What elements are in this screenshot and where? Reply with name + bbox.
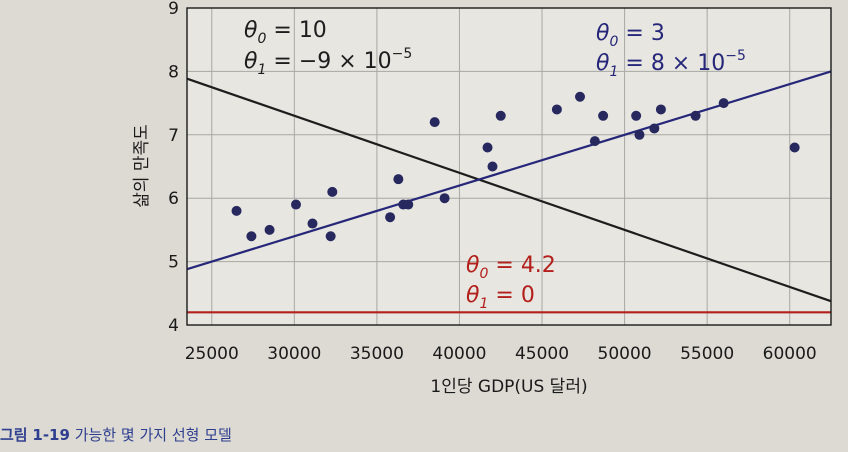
y-axis-label: 삶의 만족도 — [132, 124, 152, 208]
chart: 25000 30000 35000 40000 45000 50000 55000 60000… — [132, 0, 832, 397]
y-tick-label: 5 — [168, 253, 179, 273]
data-point — [789, 142, 800, 153]
data-point — [403, 199, 414, 210]
data-point — [429, 117, 440, 128]
caption-prefix: 그림 — [0, 426, 28, 444]
figure-caption: 그림 1-19 가능한 몇 가지 선형 모델 — [0, 424, 232, 445]
plot-frame — [186, 7, 832, 326]
x-tick-label: 40000 — [432, 344, 486, 364]
grid — [187, 8, 831, 325]
x-tick-label: 25000 — [185, 344, 239, 364]
data-point — [393, 174, 404, 185]
data-point — [634, 129, 645, 140]
data-point — [307, 218, 318, 229]
data-point — [482, 142, 493, 153]
x-tick-label: 30000 — [267, 344, 321, 364]
data-point — [439, 193, 450, 204]
model-1-theta1-exponent: −5 — [392, 46, 413, 62]
data-point — [264, 224, 275, 235]
data-point — [327, 186, 338, 197]
model-1-theta1-value: −9 × 10 — [299, 49, 392, 74]
data-point — [589, 136, 600, 147]
model-2-theta1-exponent: −5 — [725, 48, 746, 64]
y-tick-label: 4 — [168, 316, 179, 336]
model-1-theta0-label: θ0 = 10 — [244, 18, 327, 47]
y-axis-ticks: 4 5 6 7 8 9 — [168, 0, 179, 336]
model-3-theta0-label: θ0 = 4.2 — [466, 253, 556, 282]
x-axis-ticks: 25000 30000 35000 40000 45000 50000 55000 60000 — [185, 344, 817, 364]
model-line-1 — [186, 77, 832, 303]
data-point — [598, 110, 609, 121]
model-2-theta0-label: θ0 = 3 — [596, 21, 665, 50]
data-point — [649, 123, 660, 134]
caption-number: 1-19 — [32, 426, 70, 444]
y-tick-label: 9 — [168, 0, 179, 19]
y-tick-label: 8 — [168, 62, 179, 82]
data-point — [655, 104, 666, 115]
data-point — [495, 110, 506, 121]
x-axis-label: 1인당 GDP(US 달러) — [430, 377, 587, 397]
data-point — [690, 110, 701, 121]
data-point — [385, 212, 396, 223]
model-3-theta1-label: θ1 = 0 — [466, 283, 535, 312]
data-point — [231, 205, 242, 216]
y-tick-label: 7 — [168, 126, 179, 146]
model-3-theta1-value: 0 — [521, 283, 535, 308]
data-point — [718, 98, 729, 109]
data-point — [246, 231, 257, 242]
data-point — [551, 104, 562, 115]
x-tick-label: 55000 — [680, 344, 734, 364]
x-tick-label: 50000 — [598, 344, 652, 364]
data-point — [325, 231, 336, 242]
x-tick-label: 35000 — [350, 344, 404, 364]
y-tick-label: 6 — [168, 189, 179, 209]
data-points — [231, 91, 800, 242]
model-1-theta1-label: θ1 = −9 × 10−5 — [244, 46, 412, 78]
model-2-theta0-value: 3 — [651, 21, 665, 46]
x-tick-label: 45000 — [515, 344, 569, 364]
caption-text: 가능한 몇 가지 선형 모델 — [74, 426, 232, 444]
data-point — [575, 91, 586, 102]
data-point — [487, 161, 498, 172]
model-2-theta1-label: θ1 = 8 × 10−5 — [596, 48, 746, 80]
x-tick-label: 60000 — [763, 344, 817, 364]
data-point — [631, 110, 642, 121]
model-1-theta0-value: 10 — [299, 18, 327, 43]
model-3-theta0-value: 4.2 — [521, 253, 556, 278]
data-point — [290, 199, 301, 210]
model-2-theta1-value: 8 × 10 — [651, 51, 725, 76]
